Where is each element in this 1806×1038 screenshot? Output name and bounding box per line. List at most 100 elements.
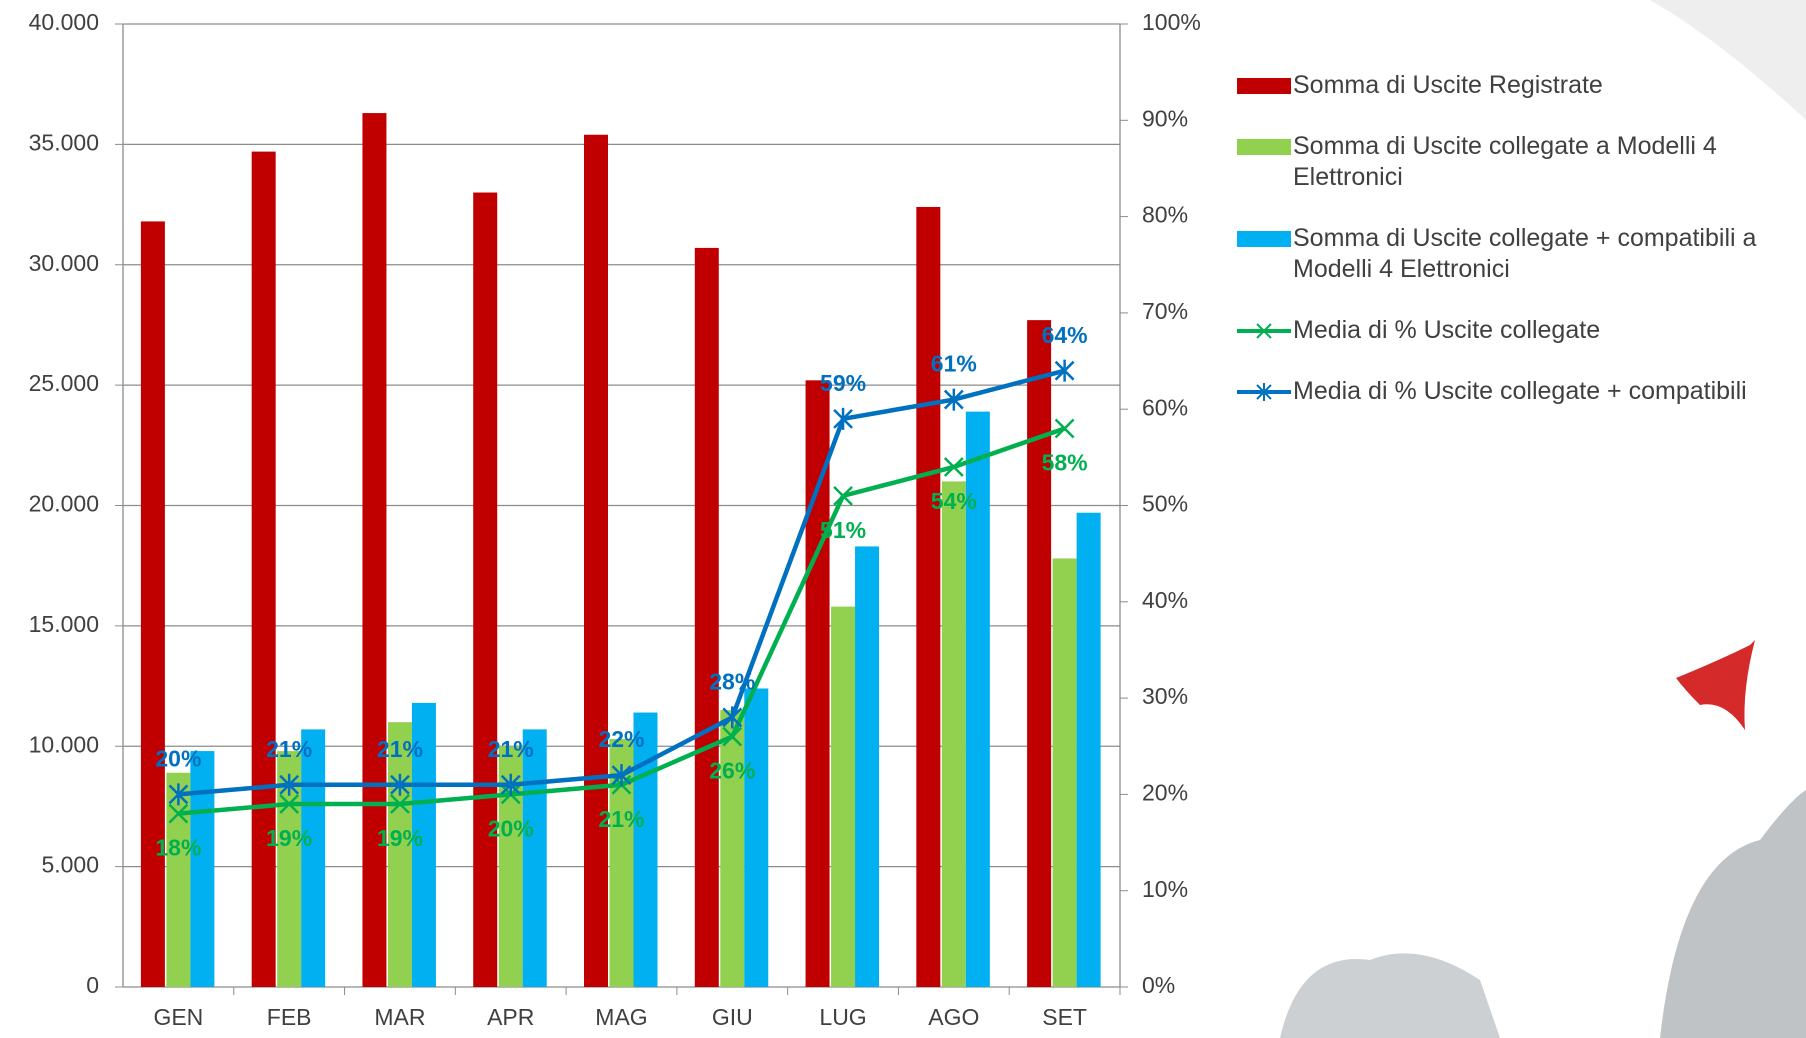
data-label: 54% bbox=[931, 488, 977, 514]
bar bbox=[584, 134, 608, 987]
marker bbox=[833, 407, 853, 430]
plot: 0 5.000 10.000 15.000 20.000 25.000 30.000 35.0… bbox=[29, 9, 1201, 1030]
bar bbox=[411, 702, 436, 987]
legend-symbol bbox=[1237, 323, 1291, 339]
legend-swatch bbox=[1237, 231, 1291, 247]
marker bbox=[943, 388, 964, 411]
y2-tick-label: 100% bbox=[1142, 9, 1201, 35]
x-tick-label: MAG bbox=[595, 1004, 647, 1030]
marker bbox=[390, 773, 410, 796]
marker bbox=[1054, 418, 1075, 439]
legend-swatch bbox=[1237, 78, 1291, 94]
marker bbox=[833, 485, 853, 506]
marker bbox=[279, 794, 300, 814]
marker bbox=[722, 726, 743, 747]
data-label: 19% bbox=[377, 825, 423, 851]
x-tick-label: LUG bbox=[819, 1004, 866, 1030]
marker bbox=[390, 794, 410, 814]
y2-tick-label: 80% bbox=[1142, 202, 1188, 228]
legend-item: Somma di Uscite collegate + compatibili … bbox=[1235, 223, 1795, 285]
legend-item: Media di % Uscite collegate + compatibil… bbox=[1235, 376, 1795, 407]
decoration bbox=[1280, 953, 1500, 1038]
legend-symbol bbox=[1237, 78, 1291, 94]
data-label: 20% bbox=[488, 815, 534, 841]
bar bbox=[720, 710, 745, 987]
bar bbox=[744, 688, 769, 987]
y2-tick-label: 50% bbox=[1142, 491, 1188, 517]
legend-symbol bbox=[1237, 383, 1291, 401]
data-label: 21% bbox=[488, 736, 534, 762]
y2-tick-label: 90% bbox=[1142, 105, 1188, 131]
y-tick-label: 30.000 bbox=[29, 250, 99, 276]
marker bbox=[279, 773, 300, 796]
bar bbox=[166, 772, 191, 987]
data-label: 21% bbox=[266, 736, 312, 762]
x-tick-label: GIU bbox=[712, 1004, 753, 1030]
y2-tick-label: 70% bbox=[1142, 298, 1188, 324]
data-label: 21% bbox=[598, 806, 644, 832]
marker bbox=[1054, 359, 1075, 382]
legend-item: Media di % Uscite collegate bbox=[1235, 315, 1795, 346]
bar bbox=[301, 729, 326, 987]
y2-tick-label: 0% bbox=[1142, 972, 1175, 998]
y-tick-label: 40.000 bbox=[29, 9, 99, 35]
marker bbox=[722, 706, 743, 729]
bar bbox=[1027, 320, 1052, 987]
x-tick-label: APR bbox=[487, 1004, 534, 1030]
bar bbox=[522, 729, 547, 987]
marker bbox=[168, 803, 189, 824]
marker bbox=[611, 764, 632, 787]
data-label: 28% bbox=[709, 668, 755, 694]
x-tick-label: MAR bbox=[374, 1004, 425, 1030]
logo bbox=[1676, 640, 1755, 730]
bar bbox=[916, 206, 941, 988]
y-tick-label: 10.000 bbox=[29, 731, 99, 757]
data-label: 26% bbox=[709, 758, 755, 784]
bar bbox=[965, 411, 990, 987]
data-label: 51% bbox=[820, 517, 866, 543]
y2-tick-label: 60% bbox=[1142, 394, 1188, 420]
bar bbox=[831, 606, 856, 987]
x-tick-label: AGO bbox=[928, 1004, 979, 1030]
bar bbox=[694, 247, 719, 987]
legend-swatch bbox=[1237, 139, 1291, 155]
legend-label: Somma di Uscite collegate + compatibili … bbox=[1293, 224, 1757, 283]
bar bbox=[941, 481, 966, 987]
x-tick-label: SET bbox=[1042, 1004, 1087, 1030]
y2-tick-label: 20% bbox=[1142, 779, 1188, 805]
x-tick-label: GEN bbox=[153, 1004, 203, 1030]
y-tick-label: 20.000 bbox=[29, 491, 99, 517]
data-label: 20% bbox=[155, 745, 201, 771]
y-tick-label: 15.000 bbox=[29, 611, 99, 637]
data-label: 61% bbox=[931, 351, 977, 377]
marker bbox=[500, 773, 521, 796]
legend: Somma di Uscite Registrate Somma di Uscit… bbox=[1235, 70, 1795, 437]
bar bbox=[633, 712, 658, 987]
legend-marker bbox=[1256, 383, 1272, 401]
legend-symbol bbox=[1237, 139, 1291, 155]
bar bbox=[362, 113, 387, 987]
legend-label: Somma di Uscite collegate a Modelli 4 El… bbox=[1293, 132, 1717, 191]
y2-tick-label: 40% bbox=[1142, 587, 1188, 613]
y-tick-label: 25.000 bbox=[29, 370, 99, 396]
bar bbox=[140, 221, 165, 988]
data-label: 21% bbox=[377, 736, 423, 762]
bar bbox=[387, 722, 412, 987]
legend-item: Somma di Uscite collegate a Modelli 4 El… bbox=[1235, 131, 1795, 193]
legend-label: Somma di Uscite Registrate bbox=[1293, 71, 1603, 99]
x-tick-label: FEB bbox=[267, 1004, 312, 1030]
decoration bbox=[1650, 0, 1806, 120]
bar bbox=[1076, 512, 1101, 987]
y-tick-label: 5.000 bbox=[41, 852, 99, 878]
legend-marker bbox=[1256, 323, 1272, 339]
bar bbox=[190, 751, 215, 987]
marker bbox=[168, 783, 189, 806]
legend-symbol bbox=[1237, 231, 1291, 247]
y2-tick-label: 10% bbox=[1142, 876, 1188, 902]
y2-tick-label: 30% bbox=[1142, 683, 1188, 709]
y-tick-label: 35.000 bbox=[29, 129, 99, 155]
bar bbox=[1052, 558, 1077, 987]
data-label: 18% bbox=[155, 835, 201, 861]
legend-label: Media di % Uscite collegate + compatibil… bbox=[1293, 377, 1747, 405]
